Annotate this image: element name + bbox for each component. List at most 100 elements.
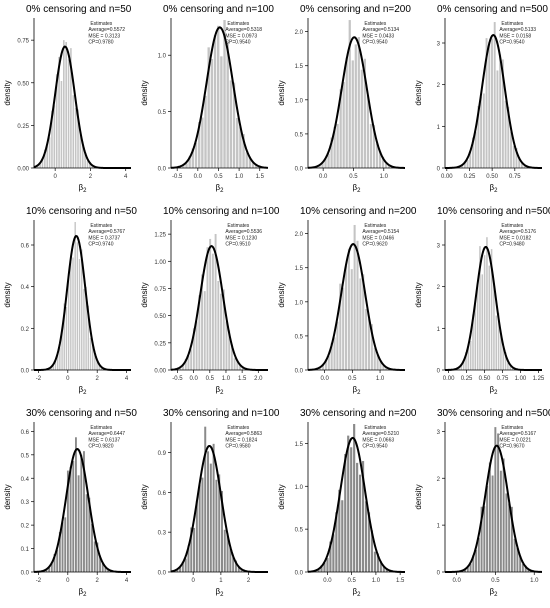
histogram-bar xyxy=(515,147,518,168)
histogram-bar xyxy=(335,512,338,572)
histogram-bar xyxy=(505,493,508,572)
chart-title: 10% censoring and n=50 xyxy=(26,206,137,217)
y-axis-label: density xyxy=(277,282,286,307)
histogram-bar xyxy=(321,364,325,370)
histogram-bar xyxy=(242,133,245,168)
histogram-bar xyxy=(339,283,342,370)
histogram-bar xyxy=(523,164,526,168)
density-curve xyxy=(444,444,543,573)
histogram-bar xyxy=(509,364,511,370)
histogram-bar xyxy=(520,162,523,168)
histogram-bar xyxy=(69,466,72,572)
histogram-bar xyxy=(375,143,379,168)
histogram-bar xyxy=(354,44,357,168)
histogram-bar xyxy=(53,553,56,572)
histogram-bar xyxy=(53,105,56,168)
histogram-bar xyxy=(182,365,184,370)
x-axis-label: β2 xyxy=(353,587,362,598)
estimates-heading: Estimates xyxy=(90,425,112,431)
estimates-heading: Estimates xyxy=(501,425,523,431)
histogram-bar xyxy=(51,110,53,168)
x-tick-label: 2 xyxy=(247,578,251,584)
histogram-bar xyxy=(217,280,220,370)
estimates-heading: Estimates xyxy=(227,21,249,27)
histogram-bar xyxy=(469,152,472,168)
y-tick-label: 0.0 xyxy=(158,571,167,577)
histogram-bar xyxy=(192,328,195,370)
histogram-bar xyxy=(373,347,376,370)
histogram-bar xyxy=(500,334,502,370)
estimate-average: Average=0.5767 xyxy=(88,229,125,235)
histogram-bar xyxy=(321,162,324,168)
x-axis-label: β2 xyxy=(353,385,362,396)
estimates-heading: Estimates xyxy=(227,223,249,229)
x-tick-label: 0 xyxy=(66,578,70,584)
histogram-bar xyxy=(61,522,64,572)
histogram-bar xyxy=(347,248,350,370)
x-tick-label: 0 xyxy=(66,376,70,382)
estimates-heading: Estimates xyxy=(90,223,112,229)
histogram-bar xyxy=(179,567,182,572)
histogram-bar xyxy=(99,556,102,572)
histogram-bar xyxy=(81,141,84,168)
x-tick-label: 0.5 xyxy=(491,578,500,584)
y-tick-label: 1.5 xyxy=(295,266,304,272)
y-tick-label: 0 xyxy=(437,167,441,173)
y-axis-label: density xyxy=(140,282,149,307)
x-axis-label: β2 xyxy=(79,587,88,598)
histogram-bar xyxy=(197,121,201,168)
histogram-bar xyxy=(362,274,365,370)
x-tick-label: 1.0 xyxy=(530,578,539,584)
histogram-bar xyxy=(207,451,210,572)
histogram-bar xyxy=(185,163,188,168)
x-axis-label: β2 xyxy=(490,587,499,598)
y-tick-label: 1.0 xyxy=(158,54,167,60)
y-tick-label: 2 xyxy=(437,477,441,483)
density-curve xyxy=(170,26,269,169)
histogram-bar xyxy=(58,56,60,168)
histogram-bar xyxy=(518,158,521,168)
histogram-bar xyxy=(485,38,488,168)
estimates-heading: Estimates xyxy=(501,223,523,229)
y-tick-label: 1.00 xyxy=(154,260,166,266)
x-tick-label: -0.5 xyxy=(172,174,183,180)
histogram-bar xyxy=(74,222,76,370)
histogram-bar xyxy=(521,564,524,572)
histogram-bar xyxy=(474,304,477,370)
x-tick-label: 0.5 xyxy=(347,578,356,584)
histogram-bar xyxy=(477,537,480,572)
chart-title: 30% censoring and n=500 xyxy=(437,408,550,419)
histogram-bar xyxy=(184,558,187,572)
y-tick-label: 0 xyxy=(437,369,441,375)
y-tick-label: 0.9 xyxy=(158,451,167,457)
y-axis-label: density xyxy=(3,80,12,105)
x-tick-label: 0.25 xyxy=(464,174,476,180)
x-axis-label: β2 xyxy=(216,385,225,396)
estimates-heading: Estimates xyxy=(501,21,523,27)
histogram-bar xyxy=(501,59,504,168)
estimate-average: Average=0.6447 xyxy=(88,431,125,437)
histogram-bar xyxy=(44,149,46,168)
histogram-bar xyxy=(466,565,469,572)
density-curve xyxy=(307,243,405,371)
chart-title: 30% censoring and n=50 xyxy=(26,408,137,419)
histogram-bar xyxy=(348,20,351,168)
histogram-bar xyxy=(236,117,239,168)
histogram-bar xyxy=(89,162,91,168)
histogram-bar xyxy=(499,54,502,168)
density-curve xyxy=(444,33,543,169)
y-tick-label: 0.0 xyxy=(158,167,167,173)
estimate-average: Average=0.5572 xyxy=(88,27,125,33)
histogram-bar xyxy=(524,565,527,572)
estimate-cp: CP=0.9540 xyxy=(362,444,387,450)
histogram-bar xyxy=(198,484,201,572)
y-axis-label: density xyxy=(277,484,286,509)
histogram-bar xyxy=(476,283,479,370)
estimate-mse: MSE = 0.1230 xyxy=(225,235,257,241)
histogram-bar xyxy=(488,462,491,572)
y-axis-label: density xyxy=(3,484,12,509)
histogram-bar xyxy=(251,162,255,168)
histogram-bar xyxy=(367,512,371,572)
estimate-mse: MSE = 0.6137 xyxy=(88,437,120,443)
estimates-heading: Estimates xyxy=(364,223,386,229)
